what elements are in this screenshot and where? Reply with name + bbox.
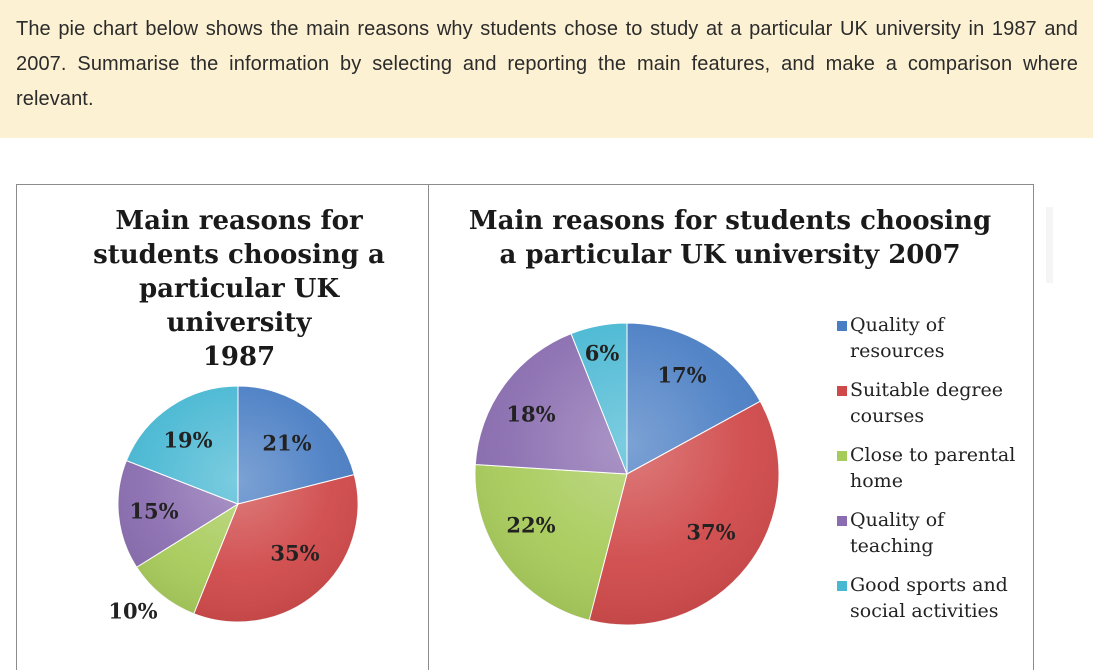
chart-title-1987-line-1: Main reasons for xyxy=(115,206,363,236)
chart-title-1987-line-4: 1987 xyxy=(202,342,276,372)
pie-1987-label-quality-of-resources: 21% xyxy=(262,430,312,456)
legend-label-close-to-parental-home: Close to parental home xyxy=(850,444,1016,492)
pie-1987-label-close-to-parental-home: 10% xyxy=(108,598,158,624)
legend: Quality of resources Suitable degree cou… xyxy=(833,312,1033,637)
legend-item-quality-of-teaching: Quality of teaching xyxy=(833,507,1033,572)
chart-title-2007-line-1: Main reasons for students choosing xyxy=(468,206,992,236)
legend-item-suitable-degree-courses: Suitable degree courses xyxy=(833,377,1033,442)
side-scroll-mark xyxy=(1046,207,1053,283)
chart-title-1987-line-2: students choosing a xyxy=(93,240,385,270)
legend-swatch-quality-of-resources xyxy=(837,321,847,331)
pie-1987-label-quality-of-teaching: 15% xyxy=(129,498,179,524)
pie-2007-label-good-sports-and-social-activities: 6% xyxy=(584,340,620,366)
legend-item-quality-of-resources: Quality of resources xyxy=(833,312,1033,377)
legend-swatch-good-sports-and-social-activities xyxy=(837,581,847,591)
legend-label-quality-of-teaching: Quality of teaching xyxy=(850,509,945,557)
chart-title-2007: Main reasons for students choosing a part… xyxy=(440,204,1020,272)
pie-2007-label-quality-of-teaching: 18% xyxy=(506,401,556,427)
legend-label-good-sports-and-social-activities: Good sports and social activities xyxy=(850,574,1008,622)
pie-2007-label-quality-of-resources: 17% xyxy=(657,362,707,388)
legend-item-close-to-parental-home: Close to parental home xyxy=(833,442,1033,507)
legend-swatch-suitable-degree-courses xyxy=(837,386,847,396)
chart-divider xyxy=(428,184,429,670)
pie-2007-label-suitable-degree-courses: 37% xyxy=(686,519,736,545)
task-prompt-box: The pie chart below shows the main reaso… xyxy=(0,0,1093,138)
legend-swatch-close-to-parental-home xyxy=(837,451,847,461)
pie-1987-label-suitable-degree-courses: 35% xyxy=(270,540,320,566)
chart-title-1987-line-3: particular UK university xyxy=(138,274,340,338)
task-prompt-text: The pie chart below shows the main reaso… xyxy=(16,18,1078,110)
legend-label-suitable-degree-courses: Suitable degree courses xyxy=(850,379,1003,427)
chart-title-2007-line-2: a particular UK university 2007 xyxy=(499,240,961,270)
legend-item-good-sports-and-social-activities: Good sports and social activities xyxy=(833,572,1033,637)
chart-title-1987: Main reasons for students choosing a parti… xyxy=(64,204,414,374)
legend-swatch-quality-of-teaching xyxy=(837,516,847,526)
pie-2007-label-close-to-parental-home: 22% xyxy=(506,512,556,538)
legend-label-quality-of-resources: Quality of resources xyxy=(850,314,945,362)
pie-1987-label-good-sports-and-social-activities: 19% xyxy=(163,427,213,453)
